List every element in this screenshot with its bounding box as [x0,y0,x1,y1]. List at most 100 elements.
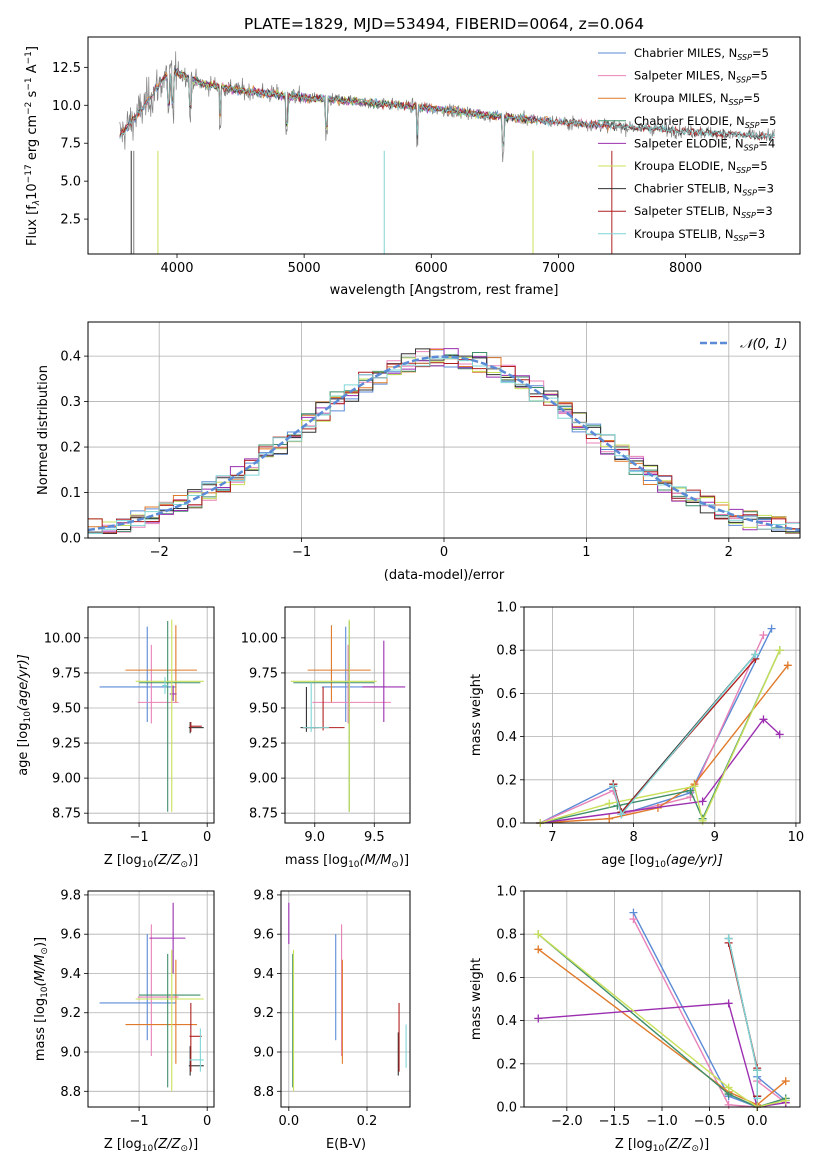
legend-entry-text: Kroupa ELODIE, N [634,159,736,173]
y-tick-label: 9.50 [52,701,81,716]
x-tick-label: −1.0 [646,1114,678,1129]
weight-marker-krou_stelib [753,1066,762,1075]
x-tick-label: 5000 [288,261,321,276]
y-tick-label: 9.2 [60,1006,81,1021]
y-tick-label: 0.2 [60,441,81,456]
mass-vs-Z-ylabel: mass [log10(M/M⊙)] [33,937,50,1061]
model-spectrum-salp_stelib [119,69,775,146]
y-tick-label: 8.75 [249,807,278,822]
age-vs-Z-panel: −1 0 8.75 9.00 9.25 9.50 9.75 10.00 Z [log10(Z/… [16,606,215,870]
spectrum-ylabel: Flux [fλ10−17 erg cm−2 s−1 A−1] [24,46,42,246]
weight-marker-krou_stelib [617,810,626,819]
age-vs-mass-frame [284,606,411,824]
x-tick-label: 8000 [669,261,702,276]
legend-entry-sub: SSP [736,166,751,175]
y-tick-label: 0.2 [496,773,517,788]
residuals-ylabel: Normed distribution [36,365,51,495]
weight-vs-age-panel: 7 8 9 10 0.0 0.2 0.4 0.6 0.8 1.0 age [log10(age/y… [469,601,804,871]
weight-marker-krou_miles [781,1077,790,1086]
y-tick-label: 8.75 [52,807,81,822]
weight-marker-salp_miles [724,1100,733,1109]
legend-entry-text: Salpeter MILES, N [634,69,736,83]
y-tick-label: 9.25 [52,737,81,752]
legend-entry-text: Chabrier ELODIE, N [634,114,745,128]
weight-marker-krou_miles [605,814,614,823]
legend-entry-text: Salpeter STELIB, N [634,204,741,218]
weight-marker-krou_elodie [724,1083,733,1092]
mass-vs-Z-frame [87,890,215,1108]
age-vs-Z-xlabel: Z [log10(Z/Z⊙)] [104,853,198,870]
y-tick-label: 0.2 [496,1057,517,1072]
x-tick-label: 7 [548,830,556,845]
y-tick-label: 10.00 [241,631,278,646]
legend-entry: Kroupa STELIB, NSSP=3 [634,227,765,243]
legend-entry-value: =5 [760,114,777,128]
weight-marker-salp_elodie [534,1014,543,1023]
x-tick-label: −1 [129,830,148,845]
legend-entry-value: =5 [751,69,768,83]
y-tick-label: 0.4 [496,730,517,745]
weight-line-krou_miles [537,948,787,1106]
weight-marker-krou_stelib [751,650,760,659]
weight-marker-salp_elodie [759,715,768,724]
weight-vs-age-frame [523,606,801,824]
x-tick-label: −1 [292,545,311,560]
weight-marker-salp_elodie [724,999,733,1008]
legend-entry-text: Salpeter ELODIE, N [634,136,744,150]
legend-entry: Kroupa MILES, NSSP=5 [634,91,760,107]
legend-entry-value: =4 [758,136,775,150]
weight-marker-salp_elodie [698,797,707,806]
y-tick-label: 0.1 [60,486,81,501]
y-tick-label: 0.8 [496,928,517,943]
x-tick-label: 2 [725,545,733,560]
legend-entry-value: =5 [752,46,769,60]
y-tick-label: 9.4 [60,967,81,982]
weight-vs-Z-xlabel: Z [log10(Z/Z⊙)] [615,1137,709,1154]
y-tick-label: 7.5 [60,137,81,152]
legend-entry-value: =3 [756,204,773,218]
legend-entry-text: Kroupa MILES, N [634,91,729,105]
y-tick-label: 2.5 [60,213,81,228]
y-tick-label: 0.6 [496,971,517,986]
residuals-legend: 𝒩(0, 1) [700,337,787,352]
y-tick-label: 9.00 [249,772,278,787]
legend-entry-value: =5 [751,159,768,173]
age-vs-mass-xlabel: mass [log10(M/M⊙)] [285,853,409,870]
y-tick-label: 8.8 [253,1085,274,1100]
legend-entry-value: =3 [757,182,774,196]
y-tick-label: 9.75 [52,666,81,681]
y-tick-label: 9.4 [253,967,274,982]
y-tick-label: 9.8 [60,888,81,903]
weight-marker-krou_elodie [781,1096,790,1105]
weight-marker-salp_miles [629,915,638,924]
spectrum-lines [119,51,775,254]
y-tick-label: 9.6 [60,928,81,943]
y-tick-label: 0.4 [60,350,81,365]
x-tick-label: 0.0 [747,1114,768,1129]
mass-vs-Z-panel: −1 0 8.8 9.0 9.2 9.4 9.6 9.8 Z [log10(Z/Z⊙)] ma… [33,888,215,1154]
legend-entry: Salpeter MILES, NSSP=5 [634,69,768,85]
x-tick-label: 1 [582,545,590,560]
weight-marker-krou_stelib [753,1094,762,1103]
weight-line-krou_elodie [537,933,786,1108]
x-tick-label: −1 [129,1114,148,1129]
y-tick-label: 10.00 [44,631,81,646]
x-tick-label: −2 [150,545,169,560]
weight-vs-Z-panel: −2.0 −1.5 −1.0 −0.5 0.0 0.0 0.2 0.4 0.6 0.8 1.0 Z … [469,885,801,1154]
x-tick-label: 8 [629,830,637,845]
y-tick-label: 1.0 [496,885,517,900]
x-tick-label: −2.0 [551,1114,583,1129]
legend-entry-value: =5 [743,91,760,105]
weight-line-chab_elodie [537,933,786,1108]
y-tick-label: 1.0 [496,601,517,616]
spectrum-title: PLATE=1829, MJD=53494, FIBERID=0064, z=0… [244,15,644,33]
weight-marker-krou_miles [534,945,543,954]
y-tick-label: 0.8 [496,644,517,659]
x-tick-label: 0 [440,545,448,560]
model-spectrum-krou_stelib [119,69,775,147]
legend-entry-sub: SSP [745,121,760,130]
legend-entry-value: =3 [748,227,765,241]
x-tick-label: 9 [711,830,719,845]
